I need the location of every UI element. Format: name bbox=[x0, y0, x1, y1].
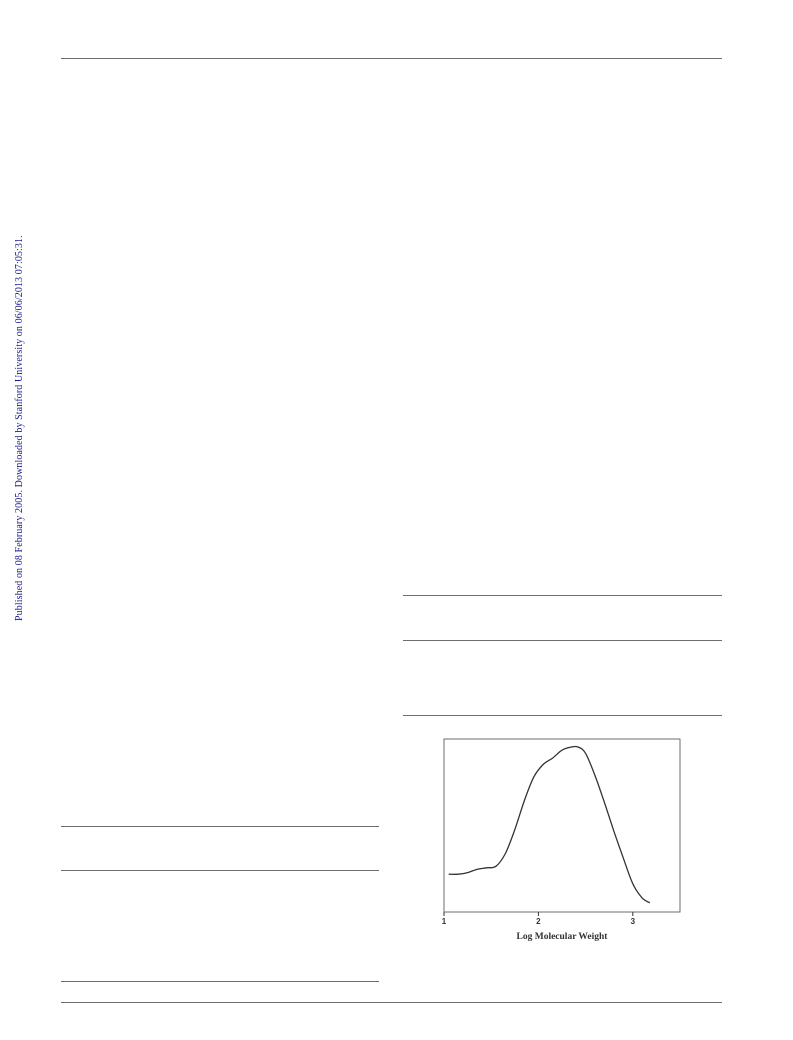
x-tick-label: 3 bbox=[631, 917, 636, 926]
molecular-weight-distribution-figure: 1 2 3 Log Molecular Weight bbox=[432, 730, 692, 950]
footer-rule bbox=[61, 1002, 722, 1003]
x-tick-label: 2 bbox=[536, 917, 541, 926]
table-header-rule-left bbox=[61, 870, 379, 871]
table-top-rule-right bbox=[403, 595, 722, 596]
table-top-rule-left bbox=[61, 826, 379, 827]
download-watermark: Published on 08 February 2005. Downloade… bbox=[14, 235, 25, 621]
x-tick-label: 1 bbox=[442, 917, 447, 926]
plot-frame bbox=[443, 738, 681, 913]
distribution-curve bbox=[448, 745, 651, 904]
x-axis-title: Log Molecular Weight bbox=[517, 932, 609, 942]
table-bottom-rule-right bbox=[403, 715, 722, 716]
distribution-chart: 1 2 3 Log Molecular Weight bbox=[442, 738, 681, 942]
table-bottom-rule-left bbox=[61, 981, 379, 982]
table-header-rule-right bbox=[403, 640, 722, 641]
header-rule bbox=[61, 58, 722, 59]
x-axis-ticks: 1 2 3 bbox=[442, 912, 636, 926]
